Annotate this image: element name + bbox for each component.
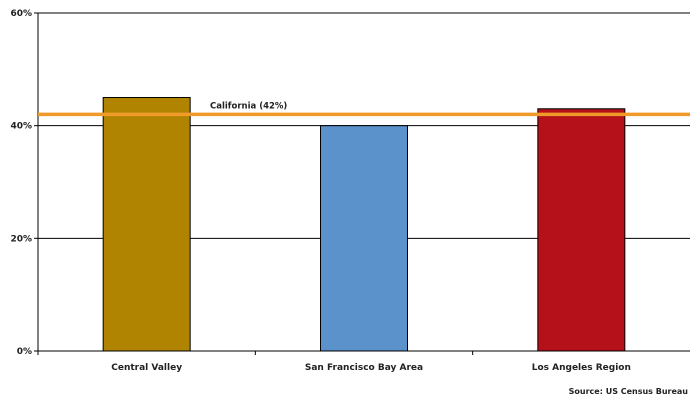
reference-line-label: California (42%) bbox=[210, 101, 287, 111]
x-category-labels: Central Valley San Francisco Bay Area Los … bbox=[111, 363, 631, 373]
y-tick-label: 0% bbox=[17, 347, 32, 357]
source-note: Source: US Census Bureau bbox=[568, 387, 688, 396]
y-tick-label: 60% bbox=[10, 9, 32, 19]
y-tick-label: 20% bbox=[10, 234, 32, 244]
x-category-label: San Francisco Bay Area bbox=[305, 363, 423, 373]
bar-3 bbox=[537, 108, 626, 352]
bar-2 bbox=[320, 125, 408, 352]
bars bbox=[102, 97, 626, 352]
x-category-label: Los Angeles Region bbox=[532, 363, 631, 373]
bar-1 bbox=[102, 97, 191, 352]
reference-line-group: California (42%) bbox=[38, 101, 690, 117]
y-tick-labels: 0% 20% 40% 60% bbox=[10, 9, 32, 357]
x-category-label: Central Valley bbox=[111, 363, 182, 373]
y-tick-label: 40% bbox=[10, 122, 32, 132]
axes bbox=[34, 12, 690, 355]
